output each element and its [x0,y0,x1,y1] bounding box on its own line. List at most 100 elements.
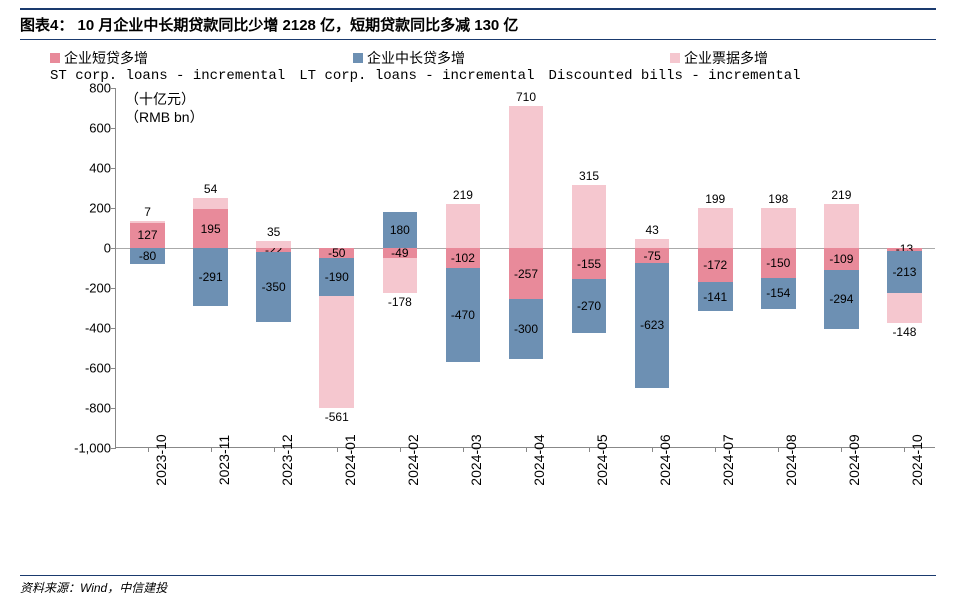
y-tick-mark [111,128,116,129]
chart-title-bar: 图表4： 10 月企业中长期贷款同比少增 2128 亿，短期贷款同比多减 130… [20,8,936,40]
bar-bill-label: 43 [645,223,658,237]
bar-bill [319,296,354,408]
y-tick-mark [111,288,116,289]
x-tick-label: 2024-01 [342,434,358,485]
bar-lt-label: -190 [325,270,349,284]
bar-bill-label: -178 [388,295,412,309]
bar-bill [130,221,165,222]
y-tick-label: -400 [56,321,111,336]
bar-st-label: -172 [703,258,727,272]
bar-lt-label: -154 [766,286,790,300]
x-tick-label: 2024-06 [657,434,673,485]
legend-row-2: ST corp. loans - incremental LT corp. lo… [20,68,936,84]
x-tick-mark [337,447,338,452]
bar-group: -13-213-148 [887,88,922,447]
x-tick-label: 2023-12 [279,434,295,485]
y-tick-mark [111,208,116,209]
x-tick-mark [148,447,149,452]
plot-region: -1,000-800-600-400-2000200400600800127-8… [115,88,935,448]
y-tick-mark [111,368,116,369]
bar-lt-label: -270 [577,299,601,313]
bar-bill [635,239,670,248]
bar-group: -22-35035 [256,88,291,447]
bar-lt-label: -80 [139,249,156,263]
y-tick-label: -200 [56,281,111,296]
bar-bill-label: 7 [144,205,151,219]
x-tick-mark [463,447,464,452]
bar-bill-label: -561 [325,410,349,424]
chart-title: 图表4： 10 月企业中长期贷款同比少增 2128 亿，短期贷款同比多减 130… [20,14,936,35]
x-tick-mark [526,447,527,452]
x-tick-mark [400,447,401,452]
bar-bill [824,204,859,248]
y-tick-label: -800 [56,401,111,416]
bar-bill-label: 199 [705,192,725,206]
y-tick-mark [111,88,116,89]
bar-group: -172 -141 199 [698,88,733,447]
bar-bill [193,198,228,209]
x-tick-label: 2024-09 [846,434,862,485]
x-tick-label: 2024-03 [468,434,484,485]
bar-bill [256,241,291,248]
source-line: 资料来源：Wind，中信建投 [20,575,936,596]
bar-st-label: -150 [766,256,790,270]
bar-bill-label: 710 [516,90,536,104]
bar-bill-label: 219 [831,188,851,202]
x-tick-mark [589,447,590,452]
bar-lt-label: -213 [892,265,916,279]
bar-group: -109-294219 [824,88,859,447]
x-tick-label: 2024-08 [783,434,799,485]
legend-st: 企业短贷多增 [50,48,148,68]
x-tick-mark [211,447,212,452]
x-tick-label: 2024-10 [909,434,925,485]
bar-bill-label: -148 [892,325,916,339]
bar-lt-label: -300 [514,322,538,336]
legend-db-sub: Discounted bills - incremental [549,68,801,84]
bar-group: 127 -80 7 [130,88,165,447]
bar-st-label: -155 [577,257,601,271]
bar-st-label: -75 [643,249,660,263]
x-tick-label: 2024-05 [594,434,610,485]
bar-lt-label: 180 [390,223,410,237]
bar-bill [446,204,481,248]
bar-bill [698,208,733,248]
x-tick-label: 2023-11 [216,435,232,485]
bar-lt-label: -623 [640,318,664,332]
bar-lt-label: -470 [451,308,475,322]
y-tick-label: 600 [56,121,111,136]
bar-lt-label: -141 [703,290,727,304]
x-tick-mark [904,447,905,452]
x-tick-label: 2024-07 [720,434,736,485]
y-tick-mark [111,168,116,169]
bar-bill-label: 54 [204,182,217,196]
legend-db: 企业票据多增 [670,48,768,68]
y-tick-label: 400 [56,161,111,176]
bar-bill-label: 315 [579,169,599,183]
bar-group: -102-470219 [446,88,481,447]
y-tick-label: -1,000 [56,441,111,456]
legend-row-1: 企业短贷多增 企业中长贷多增 企业票据多增 [20,48,936,68]
x-tick-mark [841,447,842,452]
bar-bill [509,106,544,248]
bar-bill-label: 219 [453,188,473,202]
chart-area: （十亿元） （RMB bn） -1,000-800-600-400-200020… [20,88,936,528]
bar-group: -257-300710 [509,88,544,447]
legend-st-label: 企业短贷多增 [64,48,148,68]
bar-bill [572,185,607,248]
legend-lt-label: 企业中长贷多增 [367,48,465,68]
x-tick-label: 2024-02 [405,434,421,485]
bar-bill-label: 198 [768,192,788,206]
swatch-st [50,53,60,63]
bar-group: -49180-178 [383,88,418,447]
y-tick-label: 0 [56,241,111,256]
bar-bill [761,208,796,248]
bar-group: 195-29154 [193,88,228,447]
legend-lt-sub: LT corp. loans - incremental [299,68,534,84]
bar-st-label: 127 [138,228,158,242]
swatch-db [670,53,680,63]
bar-group: -150 -154 198 [761,88,796,447]
y-tick-mark [111,328,116,329]
legend-db-label: 企业票据多增 [684,48,768,68]
bar-group: -75 -623 43 [635,88,670,447]
x-tick-label: 2023-10 [153,434,169,485]
